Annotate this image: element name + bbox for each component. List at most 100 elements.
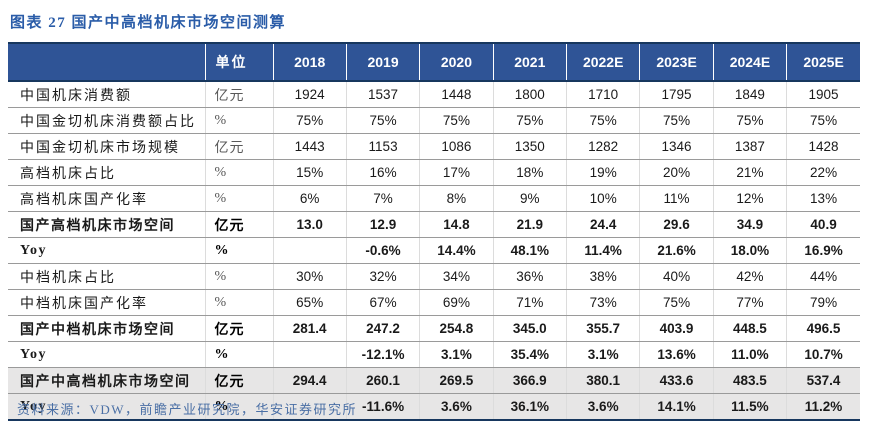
cell-value: 1350 [492,133,567,160]
cell-value: 1153 [345,133,420,160]
cell-value: 16% [345,159,420,186]
cell-value: 29.6 [639,211,714,238]
table-row: 中国金切机床消费额占比% 75% 75% 75% 75% 75% 75% 75% 75% [8,107,860,134]
cell-value: 355.7 [565,315,640,342]
cell-value: 75% [419,107,494,134]
row-unit: % [204,107,273,134]
cell-value: 1924 [272,81,347,108]
cell-value: 366.9 [492,367,567,394]
cell-value: 483.5 [712,367,787,394]
cell-value: 10.7% [786,341,860,368]
cell-value: 1905 [786,81,860,108]
cell-value: 9% [492,185,567,212]
cell-value: 42% [712,263,787,290]
cell-value: 36% [492,263,567,290]
cell-value: 20% [639,159,714,186]
row-label: 高档机床国产化率 [8,185,205,212]
cell-value: 44% [786,263,860,290]
cell-value: 1282 [565,133,640,160]
cell-value: 75% [712,107,787,134]
cell-value: 11.2% [786,393,860,420]
cell-value: 1443 [272,133,347,160]
cell-value: -11.6% [345,393,420,420]
cell-value: -12.1% [345,341,420,368]
cell-value: -0.6% [345,237,420,264]
cell-value: 345.0 [492,315,567,342]
cell-value: 3.1% [419,341,494,368]
cell-value: 75% [565,107,640,134]
table-row: Yoy% -12.1% 3.1% 35.4% 3.1% 13.6% 11.0% 10.7% [8,341,860,368]
row-unit: % [204,341,273,368]
row-label: 中国机床消费额 [8,81,205,108]
cell-value: 269.5 [419,367,494,394]
row-label: Yoy [8,341,205,368]
cell-value: 10% [565,185,640,212]
cell-value: 34% [419,263,494,290]
cell-value: 22% [786,159,860,186]
figure-title: 图表 27 国产中高档机床市场空间测算 [10,15,287,31]
cell-value: 73% [565,289,640,316]
row-label: 中国金切机床市场规模 [8,133,205,160]
year-header: 2024E [712,43,787,82]
cell-value: 67% [345,289,420,316]
row-label: Yoy [8,393,205,420]
cell-value: 1710 [565,81,640,108]
cell-value: 11.4% [565,237,640,264]
table-row: 高档机床占比% 15% 16% 17% 18% 19% 20% 21% 22% [8,159,860,186]
table-row: 中档机床占比% 30% 32% 34% 36% 38% 40% 42% 44% [8,263,860,290]
cell-value: 24.4 [565,211,640,238]
year-header: 2020 [419,43,494,82]
year-header: 2025E [786,43,860,82]
year-header: 2023E [639,43,714,82]
cell-value: 1387 [712,133,787,160]
table-row: 国产中档机床市场空间 亿元 281.4 247.2 254.8 345.0 355.7 403… [8,315,860,342]
cell-value: 65% [272,289,347,316]
row-unit: 亿元 [204,315,273,342]
cell-value: 294.4 [272,367,347,394]
year-header: 2021 [492,43,567,82]
cell-value: 14.4% [419,237,494,264]
cell-value: 21.9 [492,211,567,238]
row-unit: % [204,185,273,212]
cell-value: 19% [565,159,640,186]
cell-value: 77% [712,289,787,316]
cell-value: 13.0 [272,211,347,238]
cell-value: 14.8 [419,211,494,238]
year-header: 2022E [565,43,640,82]
cell-value: 18.0% [712,237,787,264]
cell-value: 40% [639,263,714,290]
cell-value: 13.6% [639,341,714,368]
cell-value: 448.5 [712,315,787,342]
unit-column-header: 单位 [204,43,273,82]
row-label: Yoy [8,237,205,264]
row-label: 中档机床国产化率 [8,289,205,316]
cell-value: 79% [786,289,860,316]
cell-value: 32% [345,263,420,290]
cell-value: 75% [639,289,714,316]
cell-value: 3.6% [419,393,494,420]
row-unit: % [204,237,273,264]
year-header: 2019 [345,43,420,82]
table-header-row: 单位 2018 2019 2020 2021 2022E 2023E 2024E 2025E [8,43,860,82]
table-row: 中国机床消费额 亿元 1924 1537 1448 1800 1710 1795 1849 190… [8,81,860,108]
cell-value: 21% [712,159,787,186]
cell-value: 281.4 [272,315,347,342]
cell-value: 7% [345,185,420,212]
cell-value: 16.9% [786,237,860,264]
table-row: 国产中高档机床市场空间 亿元 294.4 260.1 269.5 366.9 380.1 43… [8,367,860,394]
row-unit: % [204,393,273,420]
row-unit: % [204,159,273,186]
cell-value: 6% [272,185,347,212]
table-row: 中国金切机床市场规模 亿元 1443 1153 1086 1350 1282 1346 1387… [8,133,860,160]
cell-value [272,237,347,264]
cell-value: 3.6% [565,393,640,420]
row-label: 中国金切机床消费额占比 [8,107,205,134]
row-label: 中档机床占比 [8,263,205,290]
cell-value: 260.1 [345,367,420,394]
cell-value: 71% [492,289,567,316]
cell-value: 1800 [492,81,567,108]
cell-value: 34.9 [712,211,787,238]
cell-value: 75% [272,107,347,134]
cell-value: 48.1% [492,237,567,264]
